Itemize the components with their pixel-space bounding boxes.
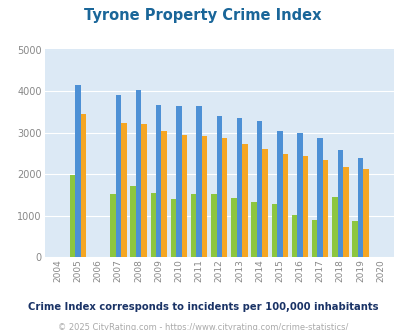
Text: © 2025 CityRating.com - https://www.cityrating.com/crime-statistics/: © 2025 CityRating.com - https://www.city… [58,323,347,330]
Bar [196,106,201,257]
Bar [342,167,347,257]
Bar [276,131,282,257]
Bar [115,95,121,257]
Text: Tyrone Property Crime Index: Tyrone Property Crime Index [84,8,321,23]
Bar [231,198,236,257]
Bar [357,158,362,257]
Bar [362,169,368,257]
Bar [110,194,115,257]
Bar [81,115,86,257]
Bar [251,202,256,257]
Bar [216,116,222,257]
Bar [222,138,227,257]
Bar [161,131,166,257]
Bar [317,138,322,257]
Bar [170,199,176,257]
Bar [211,194,216,257]
Bar [241,144,247,257]
Bar [302,156,307,257]
Bar [322,160,328,257]
Bar [70,175,75,257]
Bar [311,220,317,257]
Bar [190,194,196,257]
Bar [150,192,156,257]
Bar [176,106,181,257]
Bar [141,124,146,257]
Bar [331,197,337,257]
Bar [291,215,296,257]
Bar [121,123,126,257]
Bar [156,105,161,257]
Bar [262,149,267,257]
Bar [75,85,81,257]
Bar [352,221,357,257]
Bar [135,90,141,257]
Text: Crime Index corresponds to incidents per 100,000 inhabitants: Crime Index corresponds to incidents per… [28,302,377,312]
Bar [130,186,135,257]
Bar [256,121,262,257]
Bar [236,118,241,257]
Bar [271,204,276,257]
Bar [296,133,302,257]
Bar [282,154,287,257]
Bar [181,135,187,257]
Bar [337,150,342,257]
Bar [201,136,207,257]
